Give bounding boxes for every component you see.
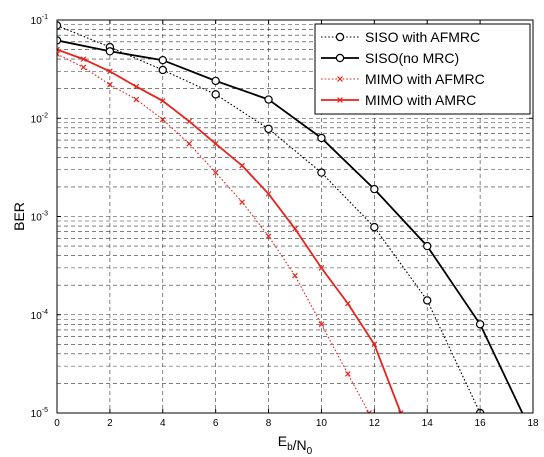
- data-point: [397, 410, 404, 413]
- x-tick-label: 2: [107, 418, 113, 429]
- data-point: [211, 76, 220, 86]
- legend-box: [314, 23, 531, 115]
- x-axis-label: Eb/N0: [278, 433, 313, 457]
- data-point: [370, 184, 379, 194]
- data-point: [318, 321, 325, 328]
- x-tick-label: 8: [266, 418, 272, 429]
- y-tick-label: 10-2: [31, 112, 48, 125]
- series-line: [57, 39, 524, 413]
- legend: SISO with AFMRC SISO(no MRC) MIMO with AFM…: [314, 23, 531, 115]
- data-point: [318, 265, 325, 271]
- legend-label: MIMO with AMRC: [365, 92, 476, 108]
- x-tick-label: 12: [369, 418, 381, 429]
- grid-lines: [56, 20, 534, 414]
- data-point: [370, 222, 379, 232]
- data-point: [57, 51, 60, 57]
- legend-label: SISO with AFMRC: [365, 29, 480, 45]
- legend-label: SISO(no MRC): [365, 50, 459, 66]
- data-point: [423, 241, 432, 251]
- data-point: [107, 81, 113, 88]
- x-tick-label: 0: [54, 418, 60, 429]
- x-tick-label: 6: [213, 418, 219, 429]
- data-point: [345, 371, 351, 377]
- data-point: [371, 341, 378, 348]
- y-axis-label: BER: [11, 202, 27, 231]
- data-point: [159, 116, 166, 123]
- legend-marker: [335, 32, 345, 42]
- data-point: [186, 118, 193, 125]
- data-point: [211, 90, 220, 99]
- legend-label: MIMO with AFMRC: [365, 71, 485, 87]
- data-point: [292, 272, 298, 279]
- data-point: [317, 133, 326, 143]
- axis-ticks: 0 2 4 6 8 10 12 14 16 18 10-1 10-2 10-3 10-4 10-5: [31, 14, 539, 429]
- y-tick-label: 10-1: [31, 14, 48, 27]
- data-point: [212, 169, 219, 176]
- data-point: [133, 96, 140, 103]
- legend-marker: [335, 53, 345, 63]
- x-tick-label: 14: [422, 418, 434, 429]
- data-point: [264, 95, 273, 104]
- series-line: [57, 48, 402, 413]
- data-point: [57, 46, 60, 53]
- series-1: [57, 36, 524, 413]
- data-point: [423, 296, 432, 305]
- data-point: [265, 191, 272, 197]
- data-point: [158, 65, 167, 75]
- series-2: [57, 51, 372, 413]
- legend-marker: [337, 97, 343, 103]
- data-point: [186, 140, 193, 147]
- data-point: [107, 68, 113, 75]
- data-point: [264, 124, 273, 134]
- data-point: [317, 168, 326, 177]
- data-point: [345, 300, 351, 307]
- data-point: [475, 320, 485, 329]
- x-tick-label: 16: [475, 418, 487, 429]
- data-point: [80, 64, 87, 71]
- data-point: [212, 140, 219, 147]
- data-point: [133, 83, 140, 90]
- x-tick-label: 10: [316, 418, 328, 429]
- legend-item-2: MIMO with AFMRC: [321, 71, 485, 87]
- legend-item-1: SISO(no MRC): [321, 50, 459, 66]
- series-3: [57, 46, 404, 413]
- data-point: [159, 98, 166, 104]
- data-point: [158, 55, 167, 65]
- data-point: [105, 47, 115, 56]
- data-point: [292, 225, 298, 232]
- legend-marker: [337, 76, 343, 82]
- data-point: [366, 410, 372, 413]
- legend-item-0: SISO with AFMRC: [321, 29, 480, 45]
- data-point: [80, 56, 87, 62]
- data-point: [239, 199, 245, 205]
- axis-labels: Eb/N0 BER: [11, 202, 313, 457]
- legend-item-3: MIMO with AMRC: [321, 92, 476, 108]
- x-tick-label: 18: [527, 418, 539, 429]
- y-tick-label: 10-3: [31, 211, 48, 224]
- data-point: [239, 162, 245, 169]
- y-tick-label: 10-4: [31, 309, 48, 322]
- series-group: [57, 21, 524, 413]
- x-tick-label: 4: [160, 418, 166, 429]
- data-point: [265, 233, 272, 240]
- y-tick-label: 10-5: [31, 407, 48, 420]
